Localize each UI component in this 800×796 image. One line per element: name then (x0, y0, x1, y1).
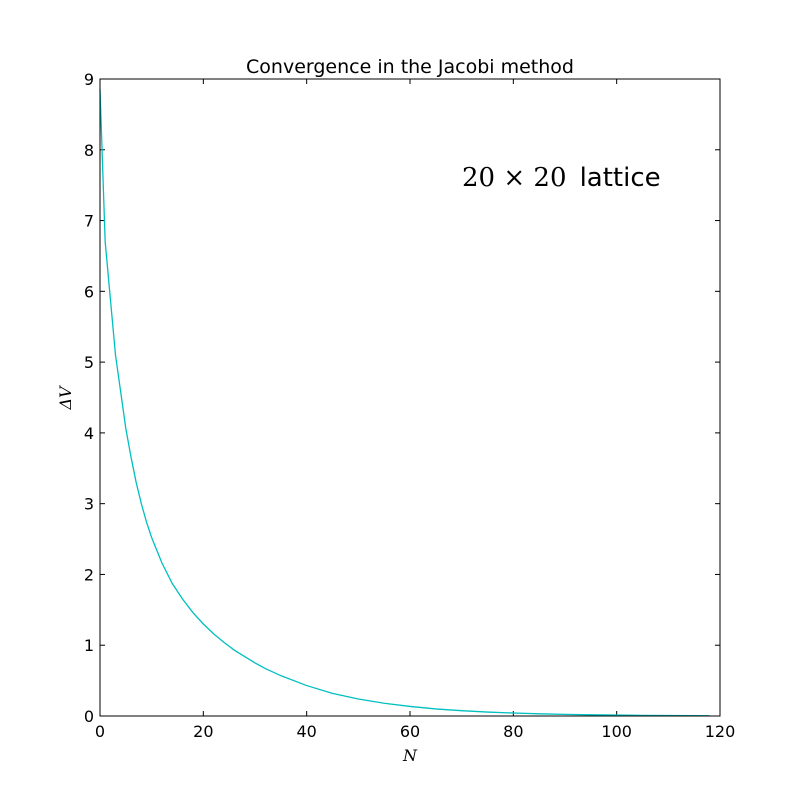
x-tick-label-0: 0 (95, 722, 105, 741)
x-axis-label: N (402, 746, 418, 765)
y-tick-label-2: 2 (84, 565, 94, 584)
plot-frame (99, 78, 721, 717)
tick-labels: 0 20 40 60 80 100 120 0 1 2 3 4 5 6 7 8 9 (84, 70, 735, 741)
y-axis-label: ΔV (56, 385, 75, 411)
y-tick-label-7: 7 (84, 212, 94, 231)
annotation-word: lattice (580, 163, 661, 193)
x-tick-label-1: 20 (193, 722, 213, 741)
x-tick-label-3: 60 (400, 722, 420, 741)
y-tick-label-1: 1 (84, 636, 94, 655)
x-tick-label-5: 100 (601, 722, 632, 741)
x-tick-label-4: 80 (503, 722, 523, 741)
y-tick-label-5: 5 (84, 353, 94, 372)
y-tick-label-0: 0 (84, 707, 94, 726)
y-tick-label-4: 4 (84, 424, 94, 443)
x-tick-label-6: 120 (705, 722, 736, 741)
chart-title: Convergence in the Jacobi method (246, 56, 574, 78)
series-line (99, 89, 710, 717)
y-tick-label-3: 3 (84, 495, 94, 514)
x-tick-label-2: 40 (296, 722, 316, 741)
y-tick-label-6: 6 (84, 282, 94, 301)
annotation: 20 × 20 lattice (462, 163, 661, 193)
annotation-math: 20 × 20 (462, 163, 566, 193)
y-tick-label-9: 9 (84, 70, 94, 89)
y-tick-label-8: 8 (84, 141, 94, 160)
